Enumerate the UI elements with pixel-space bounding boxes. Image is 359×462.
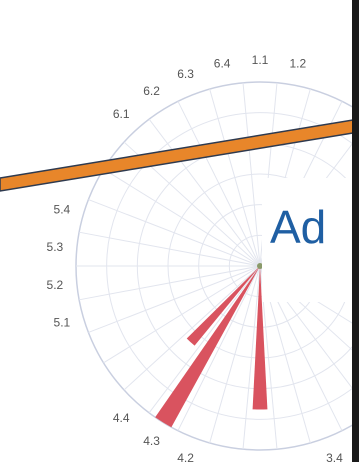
grid-spoke xyxy=(79,265,261,301)
tick-label-4.4: 4.4 xyxy=(113,411,130,425)
grid-spoke xyxy=(123,265,261,391)
tick-label-4.3: 4.3 xyxy=(143,434,160,448)
bar-4.4 xyxy=(186,266,260,346)
grid-spoke xyxy=(242,82,261,267)
right-edge-bar xyxy=(352,0,359,462)
tick-label-5.1: 5.1 xyxy=(54,315,71,329)
tick-label-5.3: 5.3 xyxy=(47,240,64,254)
grid-spoke xyxy=(177,101,261,267)
grid-spoke xyxy=(88,199,261,267)
bar-4.3 xyxy=(155,266,260,428)
tick-label-5.2: 5.2 xyxy=(47,278,64,292)
tick-label-5.4: 5.4 xyxy=(54,203,71,217)
grid-spoke xyxy=(103,168,261,267)
center-dot xyxy=(257,263,263,269)
tick-label-1.2: 1.2 xyxy=(290,57,307,71)
grid-spoke xyxy=(148,118,261,267)
tick-label-1.1: 1.1 xyxy=(252,53,269,67)
grid-spoke xyxy=(103,265,261,364)
bar-3.6 xyxy=(252,266,268,410)
overlay-stripe xyxy=(0,118,359,192)
overlay-text: Ad xyxy=(270,201,326,253)
grid-spoke xyxy=(209,88,261,267)
grid-spoke xyxy=(79,231,261,267)
grid-spoke xyxy=(209,265,261,444)
grid-spoke xyxy=(177,265,261,431)
tick-label-4.2: 4.2 xyxy=(177,451,194,462)
bar-series xyxy=(155,263,268,428)
tick-label-6.2: 6.2 xyxy=(143,84,160,98)
overlay-label-box xyxy=(262,178,359,302)
tick-label-6.1: 6.1 xyxy=(113,107,130,121)
grid-spoke xyxy=(242,265,261,450)
tick-label-6.4: 6.4 xyxy=(214,57,231,71)
tick-label-3.4: 3.4 xyxy=(326,451,343,462)
grid-spoke xyxy=(88,265,261,333)
grid-spoke xyxy=(148,265,261,414)
tick-label-6.3: 6.3 xyxy=(177,67,194,81)
